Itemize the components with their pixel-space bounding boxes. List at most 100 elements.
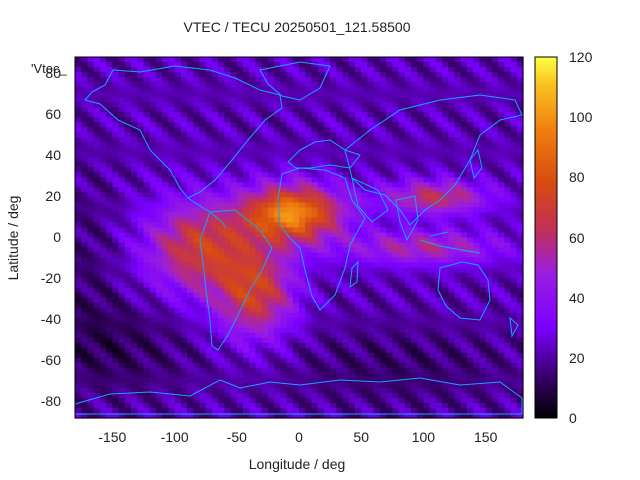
heatmap-cell: [386, 397, 393, 404]
heatmap-cell: [417, 157, 425, 163]
heatmap-cell: [348, 132, 356, 138]
heatmap-cell: [131, 227, 138, 234]
heatmap-cell: [323, 172, 331, 178]
heatmap-cell: [516, 337, 524, 344]
heatmap-cell: [386, 292, 393, 299]
heatmap-cell: [299, 392, 306, 399]
heatmap-cell: [311, 347, 319, 354]
heatmap-cell: [479, 182, 487, 188]
heatmap-cell: [311, 142, 319, 148]
heatmap-cell: [155, 247, 163, 254]
heatmap-cell: [193, 317, 201, 324]
heatmap-cell: [516, 122, 524, 128]
heatmap-cell: [373, 147, 381, 153]
heatmap-cell: [386, 327, 393, 334]
heatmap-cell: [174, 277, 182, 284]
heatmap-cell: [510, 162, 518, 168]
heatmap-cell: [187, 137, 194, 143]
heatmap-cell: [435, 237, 443, 244]
heatmap-cell: [292, 262, 300, 269]
heatmap-cell: [355, 232, 362, 239]
heatmap-cell: [355, 367, 362, 374]
heatmap-cell: [454, 197, 462, 203]
heatmap-cell: [342, 247, 350, 254]
heatmap-cell: [93, 342, 101, 349]
heatmap-cell: [491, 362, 499, 369]
heatmap-cell: [143, 327, 151, 334]
heatmap-cell: [442, 112, 449, 118]
heatmap-cell: [143, 312, 151, 319]
heatmap-cell: [485, 322, 493, 329]
heatmap-cell: [342, 312, 350, 319]
heatmap-cell: [498, 277, 505, 284]
heatmap-cell: [143, 112, 151, 118]
heatmap-cell: [429, 132, 437, 138]
heatmap-cell: [355, 202, 362, 209]
heatmap-cell: [435, 92, 443, 98]
heatmap-cell: [398, 367, 406, 374]
heatmap-cell: [361, 272, 369, 279]
heatmap-cell: [211, 362, 219, 369]
heatmap-cell: [149, 277, 157, 284]
heatmap-cell: [106, 377, 113, 384]
heatmap-cell: [180, 222, 188, 229]
heatmap-cell: [137, 107, 145, 113]
heatmap-cell: [504, 277, 512, 284]
heatmap-cell: [224, 227, 232, 234]
heatmap-cell: [510, 222, 518, 229]
heatmap-cell: [224, 262, 232, 269]
heatmap-cell: [131, 232, 138, 239]
heatmap-cell: [491, 127, 499, 133]
heatmap-cell: [193, 122, 201, 128]
heatmap-cell: [112, 247, 120, 254]
heatmap-cell: [280, 247, 288, 254]
heatmap-cell: [124, 172, 132, 178]
heatmap-cell: [510, 257, 518, 264]
heatmap-cell: [137, 287, 145, 294]
heatmap-cell: [218, 247, 225, 254]
heatmap-cell: [99, 62, 107, 68]
heatmap-cell: [292, 177, 300, 183]
heatmap-cell: [411, 237, 418, 244]
heatmap-cell: [392, 137, 400, 143]
heatmap-cell: [504, 257, 512, 264]
heatmap-cell: [205, 57, 213, 63]
heatmap-cell: [355, 62, 362, 68]
heatmap-cell: [199, 332, 207, 339]
heatmap-cell: [367, 117, 375, 123]
heatmap-cell: [336, 187, 344, 193]
heatmap-cell: [106, 172, 113, 178]
heatmap-cell: [342, 372, 350, 379]
heatmap-cell: [442, 97, 449, 103]
heatmap-cell: [479, 342, 487, 349]
heatmap-cell: [417, 137, 425, 143]
heatmap-cell: [305, 302, 313, 309]
heatmap-cell: [355, 287, 362, 294]
heatmap-cell: [479, 57, 487, 63]
heatmap-cell: [168, 362, 176, 369]
heatmap-cell: [274, 382, 281, 389]
heatmap-cell: [336, 257, 344, 264]
heatmap-cell: [398, 287, 406, 294]
heatmap-cell: [243, 197, 250, 203]
heatmap-cell: [485, 127, 493, 133]
heatmap-cell: [330, 357, 337, 364]
heatmap-cell: [131, 92, 138, 98]
heatmap-cell: [448, 207, 456, 214]
heatmap-cell: [218, 62, 225, 68]
heatmap-cell: [448, 312, 456, 319]
heatmap-cell: [93, 307, 101, 314]
heatmap-cell: [168, 157, 176, 163]
heatmap-cell: [99, 207, 107, 214]
heatmap-cell: [491, 87, 499, 93]
heatmap-cell: [429, 352, 437, 359]
heatmap-cell: [137, 267, 145, 274]
heatmap-cell: [317, 242, 325, 249]
heatmap-cell: [485, 362, 493, 369]
heatmap-cell: [491, 337, 499, 344]
heatmap-cell: [367, 267, 375, 274]
heatmap-cell: [187, 117, 194, 123]
heatmap-cell: [211, 162, 219, 168]
heatmap-cell: [75, 292, 82, 299]
heatmap-cell: [342, 72, 350, 78]
